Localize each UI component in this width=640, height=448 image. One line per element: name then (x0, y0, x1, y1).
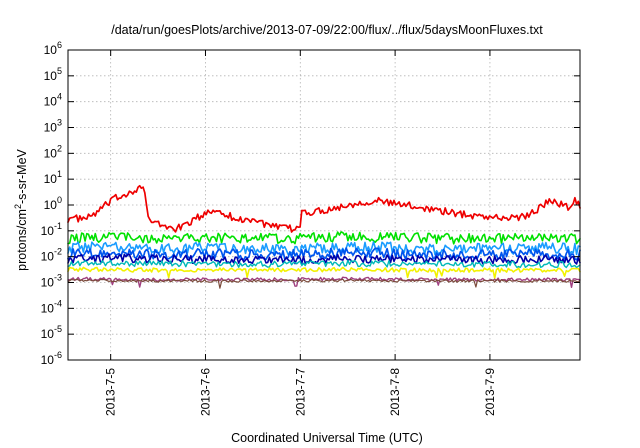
y-tick-exp: -1 (54, 221, 62, 231)
x-tick-label: 2013-7-6 (198, 368, 212, 416)
y-tick-exp: -3 (54, 273, 62, 283)
series-lines (67, 184, 581, 289)
chart-title: /data/run/goesPlots/archive/2013-07-09/2… (111, 23, 543, 37)
y-tick-base: 10 (44, 146, 58, 160)
y-tick-base: 10 (41, 224, 55, 238)
y-axis-label-sup: 2 (13, 204, 23, 209)
y-tick-label: 101 (44, 169, 62, 186)
y-tick-label: 10-2 (41, 247, 62, 264)
y-tick-base: 10 (41, 353, 55, 367)
y-axis-label: protons/cm2-s-sr-MeV (13, 148, 29, 270)
y-tick-labels: 10-610-510-410-310-210-11001011021031041… (41, 40, 62, 367)
y-tick-base: 10 (41, 301, 55, 315)
y-tick-label: 105 (44, 66, 62, 83)
y-tick-exp: 2 (57, 143, 62, 153)
x-axis-label: Coordinated Universal Time (UTC) (231, 431, 423, 445)
y-tick-exp: -6 (54, 350, 62, 360)
y-tick-base: 10 (41, 327, 55, 341)
y-tick-label: 10-6 (41, 350, 62, 367)
y-tick-exp: -2 (54, 247, 62, 257)
y-tick-exp: 0 (57, 195, 62, 205)
x-tick-labels: 2013-7-5 2013-7-6 2013-7-7 2013-7-8 2013-7-9 (104, 368, 497, 416)
y-tick-label: 10-1 (41, 221, 62, 238)
series-line-6 (67, 259, 581, 269)
series-line-2 (67, 231, 581, 245)
y-tick-exp: 4 (57, 92, 62, 102)
y-tick-label: 103 (44, 118, 62, 135)
x-tick-label: 2013-7-9 (483, 368, 497, 416)
y-tick-label: 10-5 (41, 324, 62, 341)
y-axis-label-rest: -s-sr-MeV (15, 148, 29, 204)
series-line-5 (67, 253, 581, 265)
grid-lines (68, 50, 580, 360)
y-tick-exp: 1 (57, 169, 62, 179)
series-line-1 (67, 184, 581, 233)
series-line-9 (67, 278, 581, 289)
axes-frame (67, 49, 581, 361)
x-tick-label: 2013-7-7 (293, 368, 307, 416)
y-tick-exp: -4 (54, 298, 62, 308)
series-line-8 (67, 276, 581, 288)
y-tick-base: 10 (44, 43, 58, 57)
y-tick-exp: 5 (57, 66, 62, 76)
y-tick-label: 10-3 (41, 273, 62, 290)
y-tick-base: 10 (41, 250, 55, 264)
series-line-3 (67, 241, 581, 256)
y-tick-base: 10 (44, 121, 58, 135)
plot-frame (67, 49, 581, 361)
x-tick-label: 2013-7-8 (388, 368, 402, 416)
y-tick-base: 10 (44, 198, 58, 212)
series-line-7 (67, 266, 581, 280)
y-tick-label: 104 (44, 92, 62, 109)
y-tick-base: 10 (44, 95, 58, 109)
y-tick-label: 106 (44, 40, 62, 57)
y-tick-label: 100 (44, 195, 62, 212)
y-tick-exp: -5 (54, 324, 62, 334)
y-tick-base: 10 (44, 69, 58, 83)
y-tick-label: 10-4 (41, 298, 62, 315)
y-tick-exp: 6 (57, 40, 62, 50)
x-tick-label: 2013-7-5 (104, 368, 118, 416)
y-tick-base: 10 (41, 276, 55, 290)
y-tick-base: 10 (44, 172, 58, 186)
y-tick-label: 102 (44, 143, 62, 160)
y-tick-exp: 3 (57, 118, 62, 128)
y-axis-label-main: protons/cm (15, 209, 29, 271)
